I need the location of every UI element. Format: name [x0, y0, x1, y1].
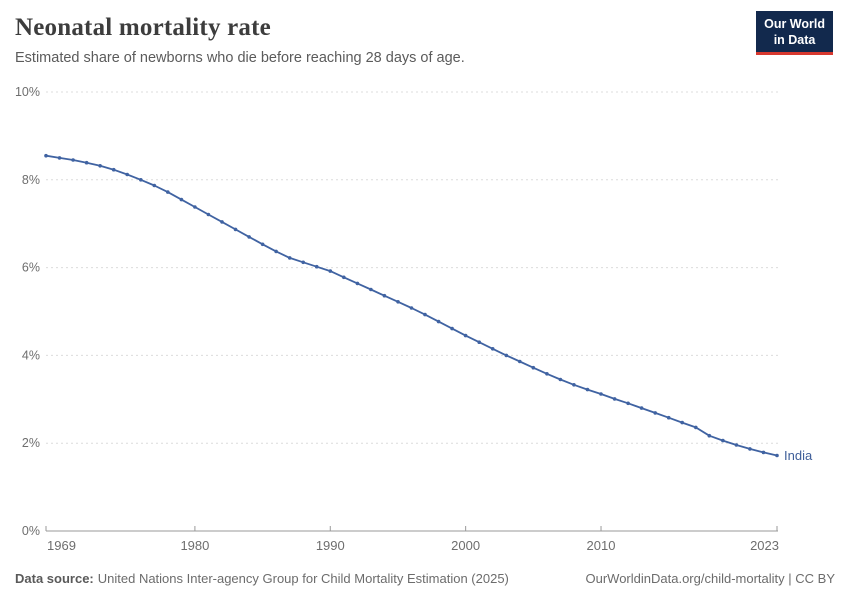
x-tick-label: 1969 [47, 538, 76, 553]
data-point[interactable] [314, 264, 319, 269]
data-point[interactable] [409, 306, 414, 310]
data-point[interactable] [301, 260, 306, 265]
data-source-text: United Nations Inter-agency Group for Ch… [97, 571, 509, 586]
x-tick-label: 1980 [180, 538, 209, 553]
data-point[interactable] [44, 153, 48, 158]
chart-header: Neonatal mortality rate Estimated share … [15, 14, 730, 66]
data-point[interactable] [233, 227, 238, 232]
data-point[interactable] [585, 387, 590, 392]
data-point[interactable] [707, 433, 712, 438]
data-source-label: Data source: [15, 571, 94, 586]
data-point[interactable] [179, 197, 184, 202]
data-point[interactable] [436, 319, 441, 324]
data-point[interactable] [734, 443, 739, 447]
chart-footer: Data source: United Nations Inter-agency … [15, 571, 835, 586]
x-tick-label: 2023 [750, 538, 779, 553]
data-point[interactable] [193, 205, 197, 209]
data-point[interactable] [57, 156, 62, 160]
data-point[interactable] [748, 447, 752, 451]
data-point[interactable] [653, 411, 657, 415]
data-point[interactable] [680, 420, 684, 425]
owid-logo-line1: Our World [764, 17, 825, 31]
x-tick-label: 1990 [316, 538, 345, 553]
data-point[interactable] [355, 281, 360, 286]
data-point[interactable] [84, 160, 89, 165]
data-point[interactable] [694, 425, 698, 430]
footer-link[interactable]: OurWorldinData.org/child-mortality | CC … [585, 571, 836, 586]
owid-logo-line2: in Data [773, 33, 816, 47]
data-point[interactable] [287, 256, 292, 260]
data-point[interactable] [721, 438, 725, 443]
data-point[interactable] [125, 172, 129, 177]
data-point[interactable] [166, 190, 170, 194]
data-point[interactable] [761, 450, 766, 455]
y-tick-label: 4% [22, 348, 40, 362]
data-point[interactable] [775, 453, 779, 458]
data-point[interactable] [518, 359, 522, 364]
data-point[interactable] [111, 167, 116, 172]
chart-title: Neonatal mortality rate [15, 14, 271, 41]
data-point[interactable] [504, 353, 509, 358]
data-point[interactable] [382, 293, 387, 298]
data-point[interactable] [247, 235, 251, 239]
data-point[interactable] [206, 212, 211, 217]
data-point[interactable] [463, 333, 468, 338]
data-point[interactable] [220, 220, 224, 224]
data-point[interactable] [599, 392, 603, 396]
data-point[interactable] [274, 249, 278, 254]
data-point[interactable] [558, 377, 563, 382]
data-point[interactable] [369, 287, 373, 292]
data-point[interactable] [396, 300, 400, 304]
data-point[interactable] [531, 365, 536, 370]
data-point[interactable] [71, 158, 75, 162]
data-point[interactable] [490, 347, 495, 351]
data-point[interactable] [342, 275, 346, 280]
data-line-india[interactable] [45, 154, 778, 457]
data-source: Data source: United Nations Inter-agency … [15, 571, 509, 586]
entity-label-india[interactable]: India [784, 448, 813, 463]
data-point[interactable] [152, 183, 157, 188]
data-point[interactable] [626, 401, 630, 406]
y-tick-label: 10% [15, 85, 40, 99]
data-point[interactable] [666, 415, 671, 420]
x-tick-label: 2000 [451, 538, 480, 553]
data-point[interactable] [612, 397, 617, 401]
data-point[interactable] [139, 178, 143, 182]
y-tick-label: 6% [22, 261, 40, 275]
data-point[interactable] [450, 326, 454, 331]
y-tick-label: 0% [22, 524, 40, 538]
data-point[interactable] [260, 242, 265, 247]
y-tick-label: 2% [22, 436, 40, 450]
owid-logo[interactable]: Our World in Data [756, 11, 833, 55]
y-tick-label: 8% [22, 173, 40, 187]
data-point[interactable] [545, 372, 549, 376]
data-point[interactable] [98, 164, 102, 168]
chart-subtitle: Estimated share of newborns who die befo… [15, 50, 465, 66]
data-point[interactable] [423, 312, 427, 317]
data-point[interactable] [477, 340, 482, 345]
data-point[interactable] [328, 269, 333, 273]
x-tick-label: 2010 [587, 538, 616, 553]
data-point[interactable] [572, 383, 576, 387]
data-point[interactable] [639, 406, 644, 410]
